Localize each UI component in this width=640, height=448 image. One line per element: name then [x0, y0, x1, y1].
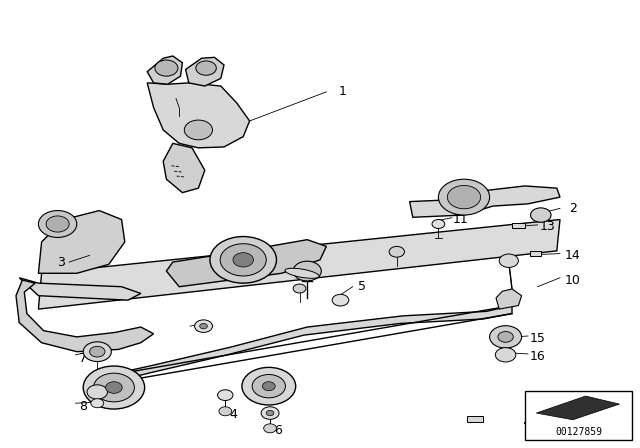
Polygon shape [496, 289, 522, 309]
Circle shape [531, 208, 551, 222]
Circle shape [218, 390, 233, 401]
Circle shape [91, 399, 104, 408]
Circle shape [499, 254, 518, 267]
Polygon shape [99, 306, 512, 385]
Polygon shape [19, 278, 141, 300]
Bar [467, 416, 483, 422]
Circle shape [293, 284, 306, 293]
Circle shape [195, 320, 212, 332]
Circle shape [490, 326, 522, 348]
Text: 7: 7 [79, 352, 87, 365]
Ellipse shape [285, 268, 319, 278]
Text: 5: 5 [358, 280, 365, 293]
Circle shape [252, 375, 285, 398]
Text: 4: 4 [230, 408, 237, 421]
Circle shape [233, 253, 253, 267]
Text: 1: 1 [339, 85, 346, 99]
Polygon shape [38, 211, 125, 273]
Circle shape [220, 244, 266, 276]
Polygon shape [163, 143, 205, 193]
Circle shape [266, 410, 274, 416]
Polygon shape [186, 57, 224, 86]
Text: 10: 10 [565, 273, 580, 287]
Text: 00127859: 00127859 [555, 427, 602, 437]
Polygon shape [536, 396, 620, 420]
Text: 11: 11 [453, 213, 468, 226]
Bar [512, 223, 525, 228]
Polygon shape [38, 220, 560, 309]
Circle shape [196, 61, 216, 75]
Circle shape [495, 348, 516, 362]
Circle shape [219, 407, 232, 416]
Text: 12: 12 [306, 267, 321, 281]
Circle shape [38, 211, 77, 237]
Circle shape [106, 382, 122, 393]
Circle shape [242, 367, 296, 405]
Circle shape [332, 294, 349, 306]
Circle shape [432, 220, 445, 228]
Polygon shape [147, 83, 250, 148]
Circle shape [87, 385, 108, 399]
Circle shape [184, 120, 212, 140]
Circle shape [46, 216, 69, 232]
Circle shape [155, 60, 178, 76]
Polygon shape [166, 240, 326, 287]
Circle shape [83, 342, 111, 362]
Text: 3: 3 [57, 255, 65, 269]
Text: 14: 14 [565, 249, 580, 262]
Circle shape [83, 366, 145, 409]
Bar [530, 251, 541, 256]
Text: 8: 8 [79, 400, 87, 414]
Circle shape [93, 373, 134, 402]
Text: 9: 9 [195, 321, 202, 335]
Text: 15: 15 [530, 332, 545, 345]
Text: 16: 16 [530, 349, 545, 363]
Circle shape [389, 246, 404, 257]
Polygon shape [16, 280, 154, 352]
Circle shape [200, 323, 207, 329]
Circle shape [262, 382, 275, 391]
Circle shape [90, 346, 105, 357]
Circle shape [447, 185, 481, 209]
Circle shape [210, 237, 276, 283]
Text: 6: 6 [275, 424, 282, 438]
Polygon shape [147, 56, 182, 84]
Text: 13: 13 [540, 220, 555, 233]
Text: 2: 2 [569, 202, 577, 215]
Bar [525, 391, 632, 440]
Circle shape [293, 261, 321, 281]
Circle shape [264, 424, 276, 433]
Circle shape [261, 407, 279, 419]
Circle shape [438, 179, 490, 215]
Polygon shape [410, 186, 560, 217]
Circle shape [498, 332, 513, 342]
